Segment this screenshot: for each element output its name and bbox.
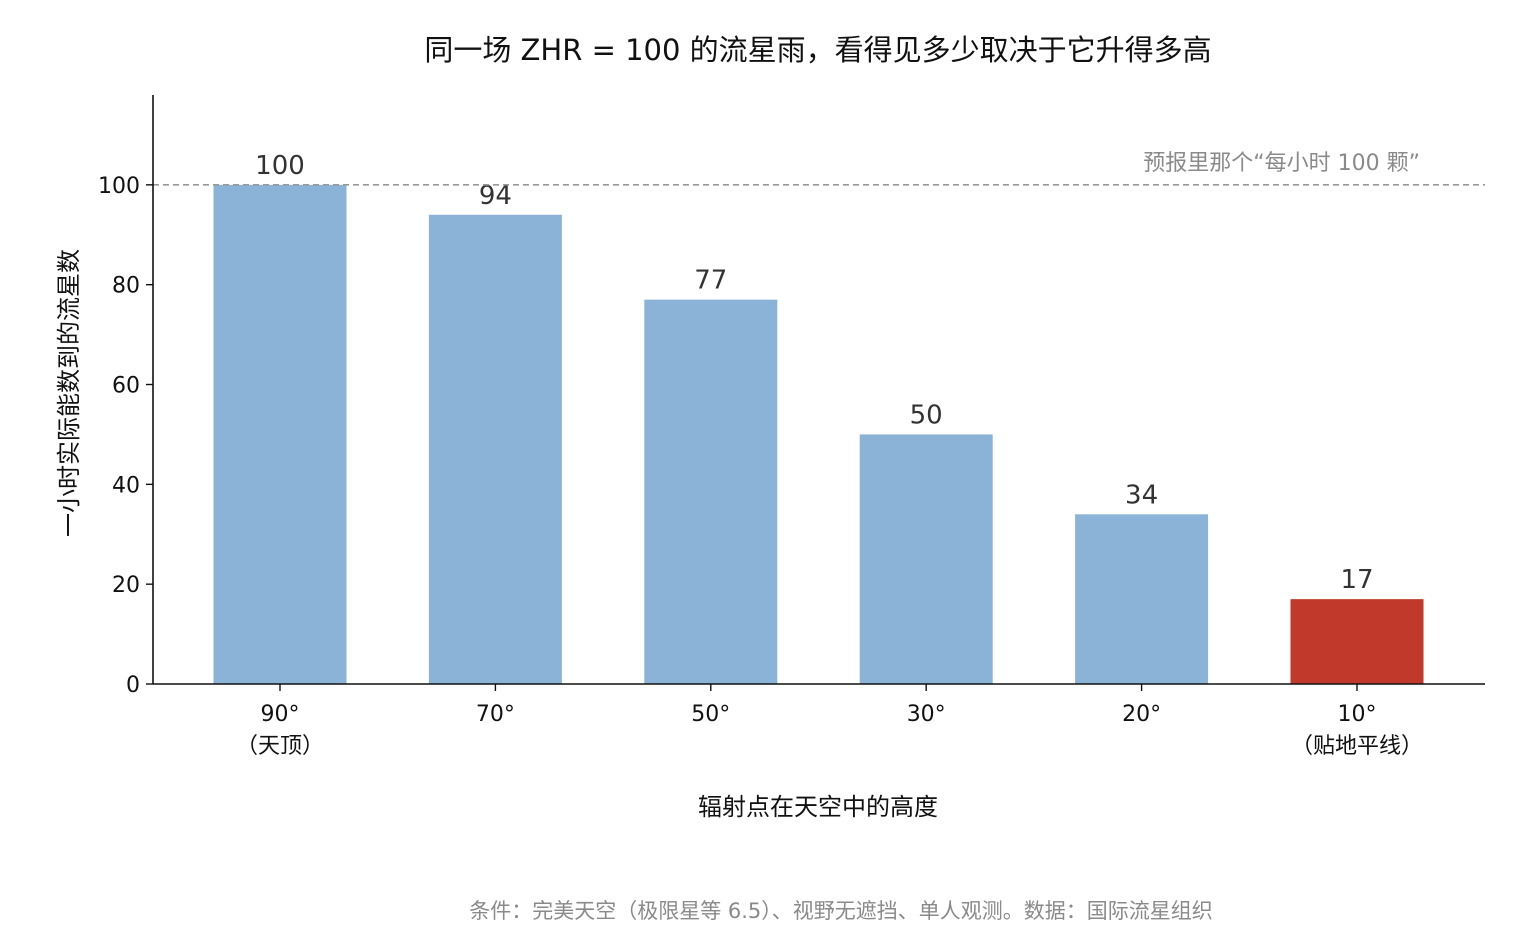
x-tick-label-4: 20° [1122, 702, 1161, 727]
reference-line-label: 预报里那个“每小时 100 颗” [1143, 151, 1420, 176]
plot-area: 100 94 77 50 34 17 预报里那个“每小时 100 颗” 0 20 40 60 80 10… [98, 95, 1485, 759]
y-tick-label-3: 60 [112, 374, 140, 399]
bar-value-label-4: 34 [1125, 480, 1158, 510]
y-tick-label-4: 80 [112, 274, 140, 299]
x-tick-sublabel-5: （贴地平线） [1291, 734, 1423, 759]
bar-0 [213, 184, 347, 684]
bar-value-label-0: 100 [255, 151, 305, 181]
bar-value-label-1: 94 [479, 181, 512, 211]
chart-title: 同一场 ZHR = 100 的流星雨，看得见多少取决于它升得多高 [424, 33, 1211, 67]
y-tick-label-2: 40 [112, 473, 140, 498]
footer-note: 条件：完美天空（极限星等 6.5）、视野无遮挡、单人观测。数据：国际流星组织 [469, 899, 1213, 923]
bar-1 [428, 214, 562, 684]
y-tick-label-5: 100 [98, 174, 140, 199]
bar-value-label-3: 50 [910, 400, 943, 430]
x-tick-label-0: 90° [261, 702, 300, 727]
bar-value-label-2: 77 [694, 266, 727, 296]
bar-3 [859, 434, 993, 684]
x-tick-label-5: 10° [1338, 702, 1377, 727]
bar-5 [1290, 599, 1424, 684]
x-tick-label-3: 30° [907, 702, 946, 727]
y-tick-label-0: 0 [126, 673, 140, 698]
y-tick-label-1: 20 [112, 573, 140, 598]
x-tick-label-1: 70° [476, 702, 515, 727]
bar-4 [1075, 514, 1209, 684]
x-tick-label-2: 50° [691, 702, 730, 727]
bar-value-label-5: 17 [1340, 565, 1373, 595]
y-axis-label: 一小时实际能数到的流星数 [55, 249, 83, 537]
x-axis-label: 辐射点在天空中的高度 [698, 793, 938, 821]
bar-2 [644, 299, 778, 684]
x-tick-sublabel-0: （天顶） [236, 734, 324, 759]
